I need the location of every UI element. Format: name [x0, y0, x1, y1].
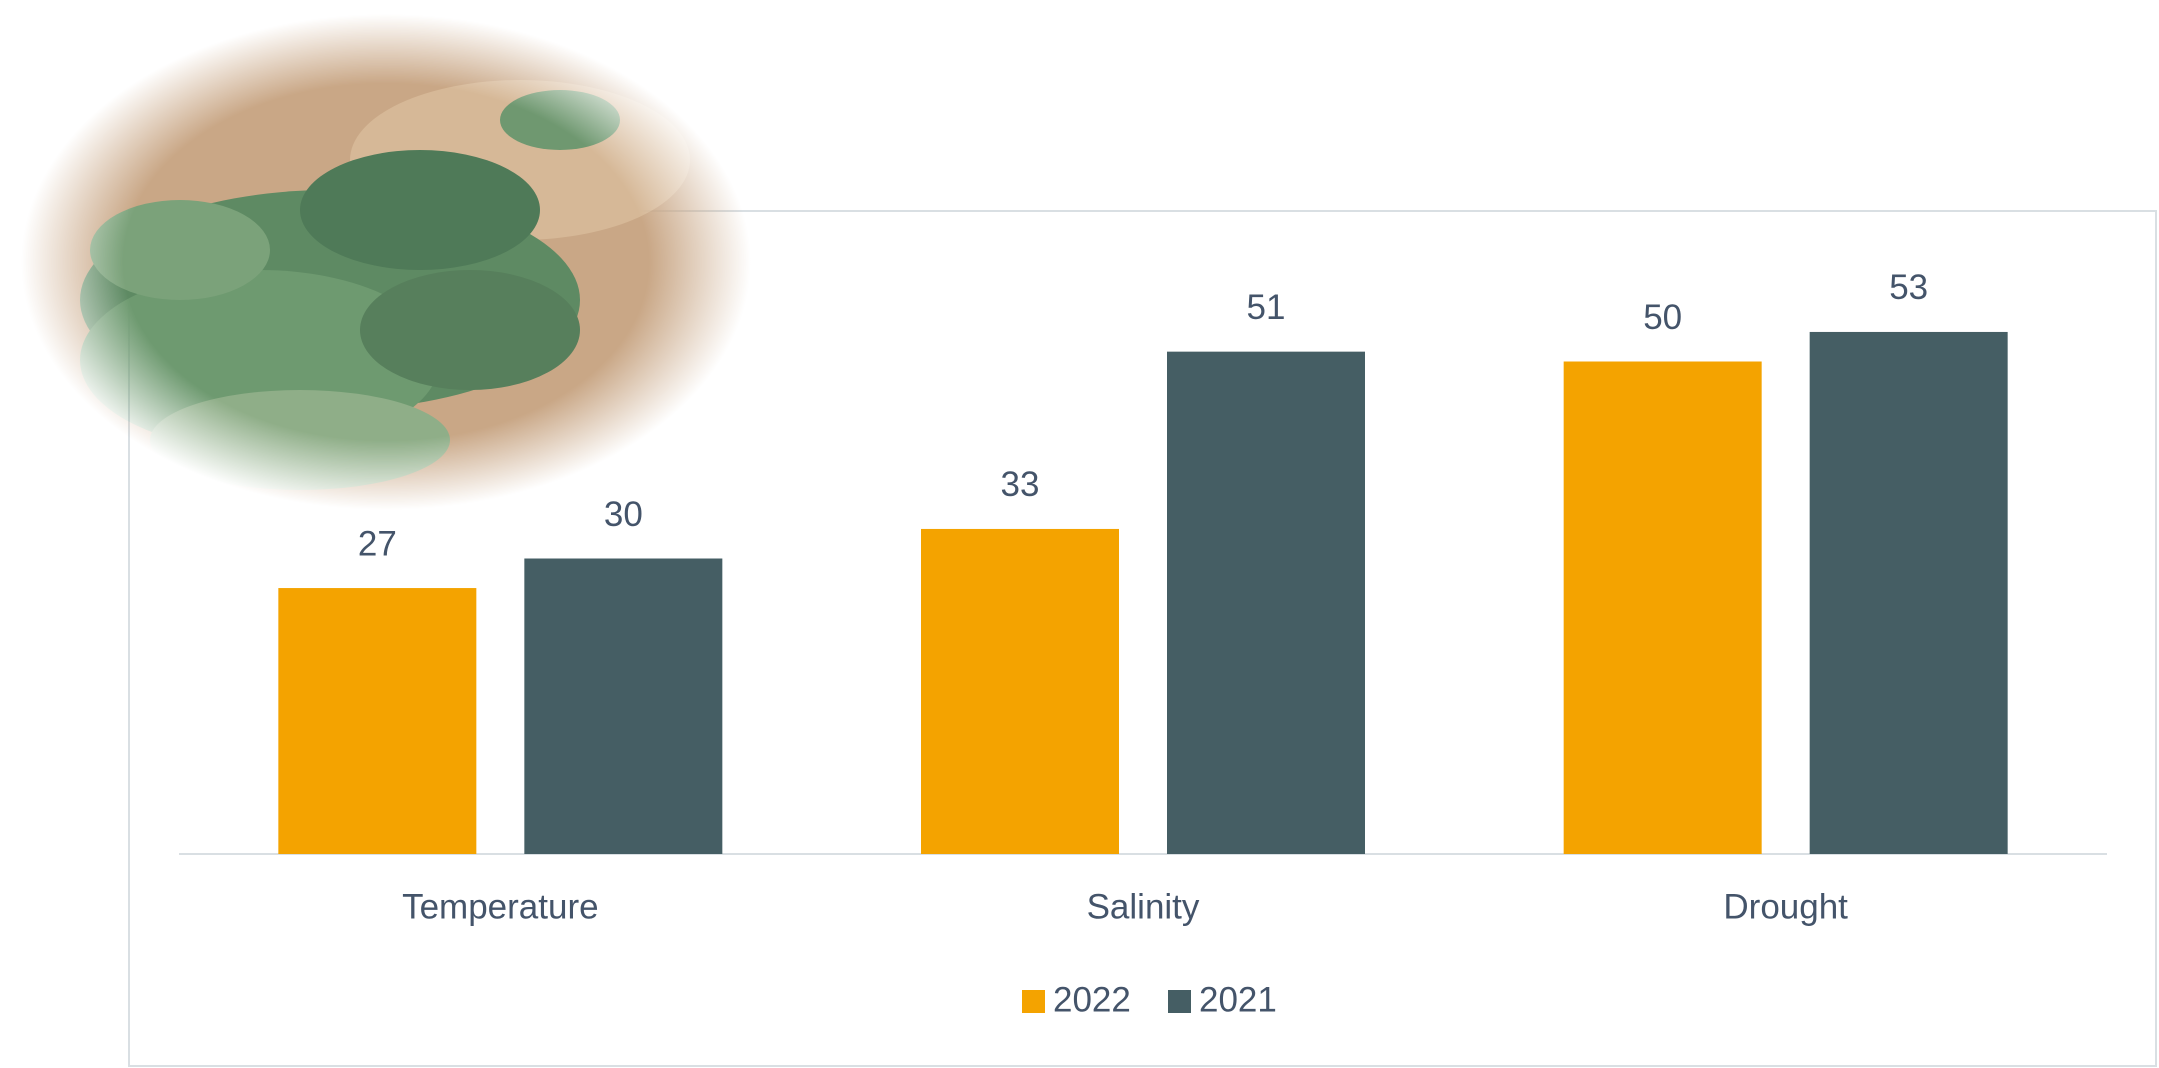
plant-photo	[0, 0, 780, 530]
bar	[921, 528, 1119, 854]
data-label: 27	[358, 524, 397, 563]
legend-label: 2022	[1053, 980, 1131, 1019]
x-tick-label: Drought	[1723, 887, 1848, 926]
data-label: 53	[1889, 268, 1928, 307]
bar	[1563, 361, 1762, 854]
legend-label: 2021	[1199, 980, 1277, 1019]
data-label: 50	[1643, 298, 1682, 337]
plot-area: Temperature2730Salinity3351Drought505320…	[179, 268, 2107, 1019]
data-label: 33	[1001, 465, 1040, 504]
bar	[524, 558, 723, 854]
bar	[1167, 351, 1365, 854]
legend-swatch	[1022, 990, 1045, 1013]
x-tick-label: Salinity	[1087, 887, 1200, 926]
bar	[1809, 331, 2008, 854]
data-label: 51	[1247, 288, 1286, 327]
legend-swatch	[1168, 990, 1191, 1013]
x-tick-label: Temperature	[402, 887, 598, 926]
bar	[278, 588, 477, 854]
